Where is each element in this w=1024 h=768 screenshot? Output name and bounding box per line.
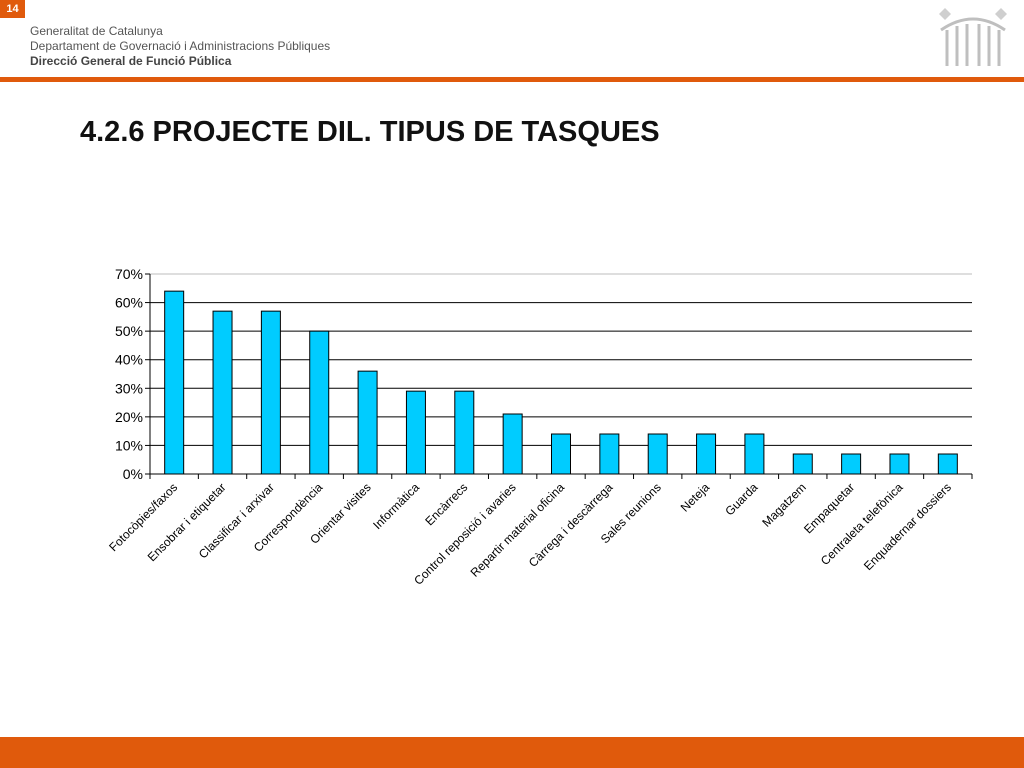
bar bbox=[937, 453, 958, 475]
y-tick-label: 50% bbox=[115, 323, 143, 339]
x-tick-label: Magatzem bbox=[759, 480, 809, 530]
slide-number: 14 bbox=[0, 0, 25, 18]
y-tick-label: 20% bbox=[115, 409, 143, 425]
x-tick-label: Repartir material oficina bbox=[468, 480, 568, 580]
bar bbox=[696, 433, 717, 475]
bar bbox=[502, 413, 523, 475]
y-tick-label: 30% bbox=[115, 380, 143, 396]
page-title: 4.2.6 PROJECTE DIL. TIPUS DE TASQUES bbox=[80, 116, 660, 148]
footer-band bbox=[0, 737, 1024, 768]
bar bbox=[792, 453, 813, 475]
x-tick-label: Guarda bbox=[722, 480, 760, 518]
bar bbox=[212, 310, 233, 475]
y-tick-label: 40% bbox=[115, 352, 143, 368]
y-tick-label: 60% bbox=[115, 295, 143, 311]
generalitat-logo-icon bbox=[939, 8, 1007, 66]
header-directorate: Direcció General de Funció Pública bbox=[30, 54, 232, 68]
bar bbox=[599, 433, 620, 475]
bar bbox=[405, 390, 426, 475]
bar bbox=[309, 330, 330, 475]
header: Generalitat de Catalunya Departament de … bbox=[30, 24, 330, 69]
x-tick-label: Enquadernar dossiers bbox=[861, 480, 954, 573]
header-divider bbox=[0, 77, 1024, 82]
y-tick-label: 70% bbox=[115, 266, 143, 282]
x-tick-label: Càrrega i descàrrega bbox=[526, 480, 616, 570]
header-department: Departament de Governació i Administraci… bbox=[30, 39, 331, 53]
x-tick-label: Centraleta telefònica bbox=[818, 480, 906, 568]
bar bbox=[260, 310, 281, 475]
bar bbox=[357, 370, 378, 475]
bar bbox=[841, 453, 862, 475]
bar bbox=[647, 433, 668, 475]
bar bbox=[551, 433, 571, 475]
y-tick-label: 0% bbox=[123, 466, 143, 482]
bar bbox=[164, 290, 185, 475]
bar bbox=[889, 453, 910, 475]
header-organization: Generalitat de Catalunya bbox=[30, 24, 163, 38]
bar bbox=[744, 433, 765, 475]
y-tick-label: 10% bbox=[115, 437, 143, 453]
x-tick-label: Informàtica bbox=[370, 480, 422, 532]
x-tick-label: Encàrrecs bbox=[422, 480, 470, 528]
x-tick-label: Neteja bbox=[678, 480, 713, 515]
bar bbox=[454, 390, 475, 475]
bar-chart: 0%10%20%30%40%50%60%70%Fotocòpies/faxosE… bbox=[106, 266, 973, 588]
